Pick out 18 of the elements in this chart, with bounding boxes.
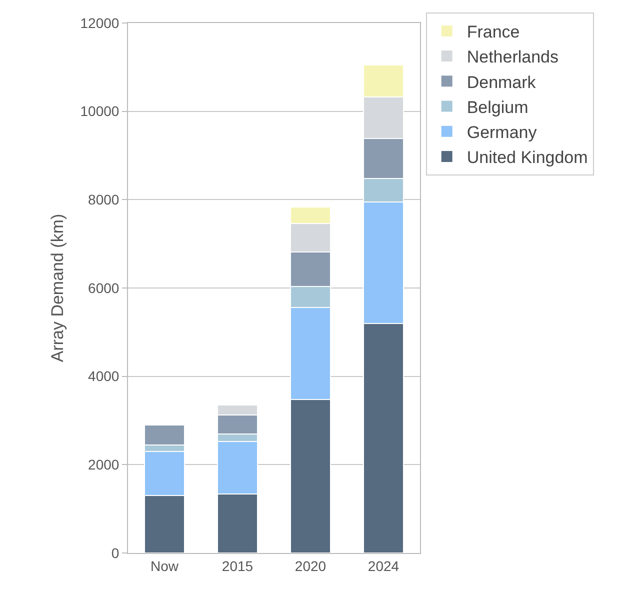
y-tick-label: 8000 [88,192,120,208]
y-tick-label: 2000 [88,456,120,473]
x-tick-label: 2020 [294,558,326,574]
x-tick-label: 2024 [368,558,400,574]
legend-label: Belgium [466,98,528,117]
legend-label: Denmark [466,72,536,92]
legend-label: United Kingdom [466,148,588,168]
x-tick-label: Now [150,558,180,574]
y-axis-title: Array Demand (km) [48,214,67,362]
y-tick-label: 6000 [88,280,120,296]
legend-label: Netherlands [466,48,559,67]
legend-label: France [466,22,520,42]
legend-label: Germany [466,122,538,142]
y-tick-label: 12000 [80,14,120,31]
x-tick-label: 2015 [222,558,254,574]
y-tick-label: 10000 [80,103,120,120]
y-tick-label: 4000 [88,368,120,384]
y-tick-label: 0 [111,544,120,561]
